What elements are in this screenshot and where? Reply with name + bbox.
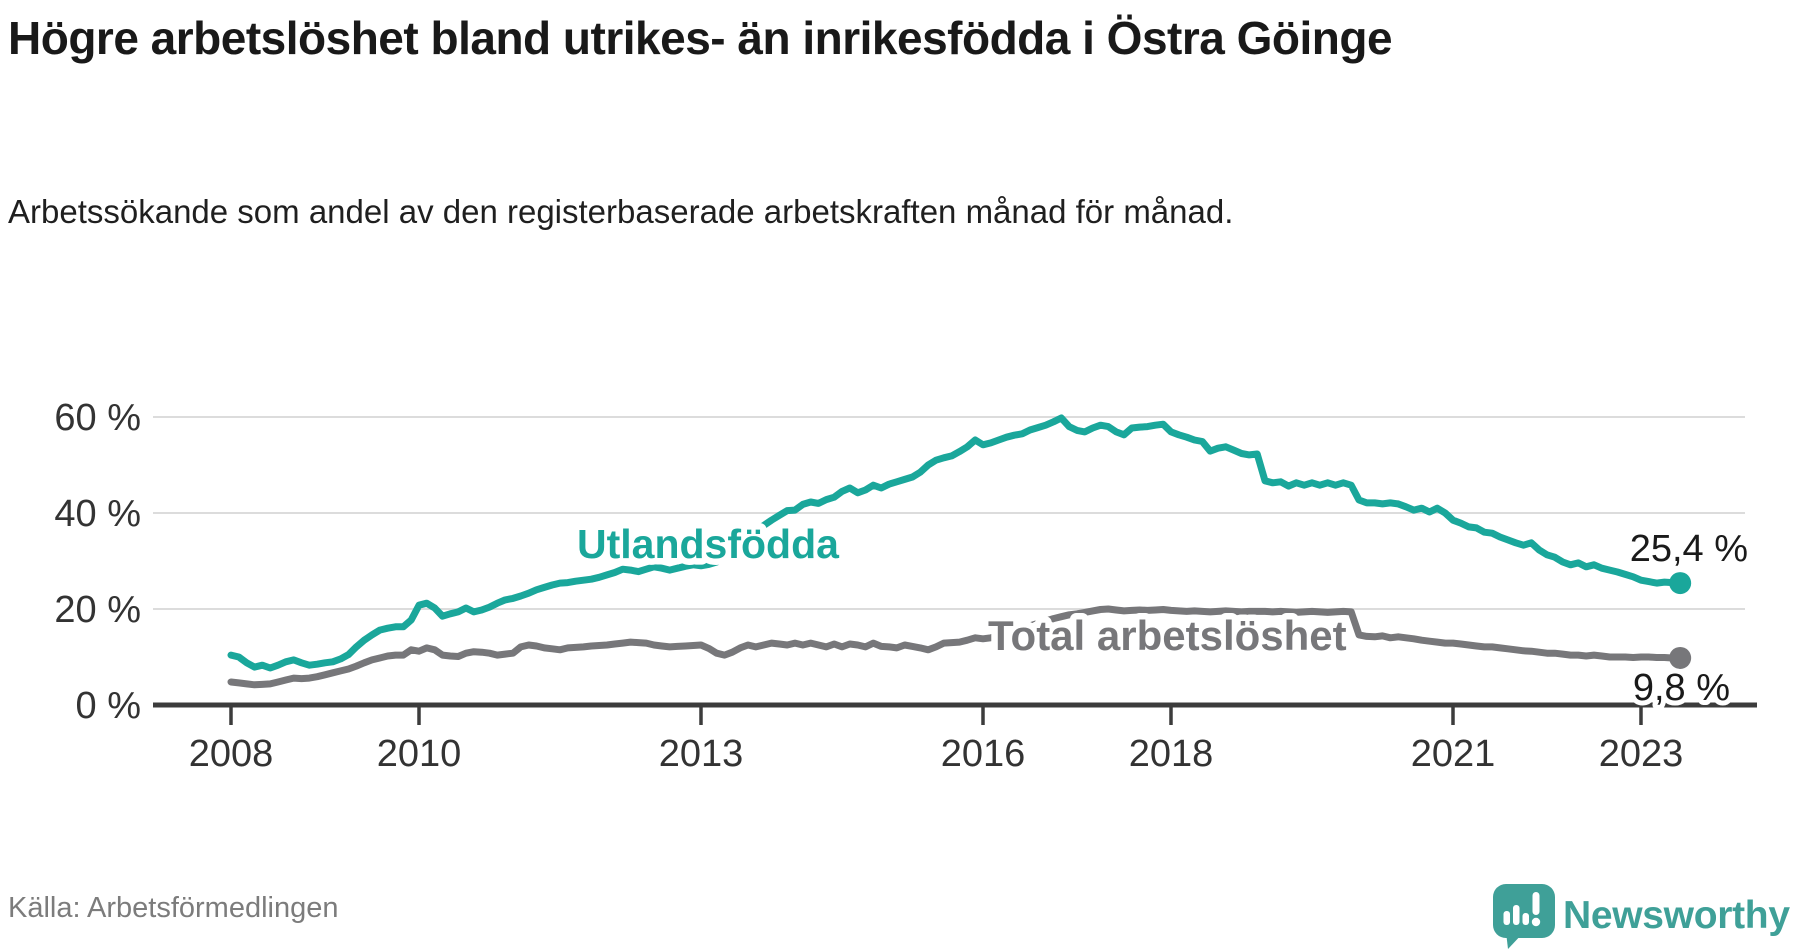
x-axis-tick-label: 2013 xyxy=(659,733,744,775)
series-end-dot-total xyxy=(1669,646,1692,669)
unemployment-line-chart: 0 % 20 % 40 % 60 % 2008 2010 2013 2016 2018 2021 2… xyxy=(54,397,1757,775)
x-axis-tick-label: 2016 xyxy=(941,733,1026,775)
x-axis-tick-label: 2023 xyxy=(1599,733,1684,775)
x-axis-tick-label: 2018 xyxy=(1129,733,1214,775)
newsworthy-branding: Newsworthy xyxy=(1493,884,1790,950)
x-axis-tick-label: 2021 xyxy=(1411,733,1496,775)
source-note: Källa: Arbetsförmedlingen xyxy=(8,892,339,924)
series-line-utlandsfodda xyxy=(227,414,1684,672)
page-title: Högre arbetslöshet bland utrikes- än inr… xyxy=(8,12,1393,64)
newsworthy-wordmark: Newsworthy xyxy=(1563,894,1790,937)
series-label-utlandsfodda: Utlandsfödda xyxy=(577,521,840,567)
y-axis-tick-label: 20 % xyxy=(54,589,141,631)
chart-subtitle: Arbetssökande som andel av den registerb… xyxy=(8,193,1234,230)
y-axis-tick-label: 60 % xyxy=(54,397,141,439)
series-line-total xyxy=(227,605,1684,689)
newsworthy-logo-icon xyxy=(1493,884,1555,949)
x-axis-tick-label: 2010 xyxy=(377,733,462,775)
series-end-dot-utlandsfodda xyxy=(1669,572,1692,595)
y-axis-tick-label: 40 % xyxy=(54,493,141,535)
series-end-value-total: 9,8 % xyxy=(1633,667,1730,709)
x-axis-tick-label: 2008 xyxy=(189,733,274,775)
y-axis-tick-label: 0 % xyxy=(76,685,141,727)
series-end-value-utlandsfodda: 25,4 % xyxy=(1630,528,1748,570)
series-label-total: Total arbetslöshet xyxy=(988,612,1347,659)
